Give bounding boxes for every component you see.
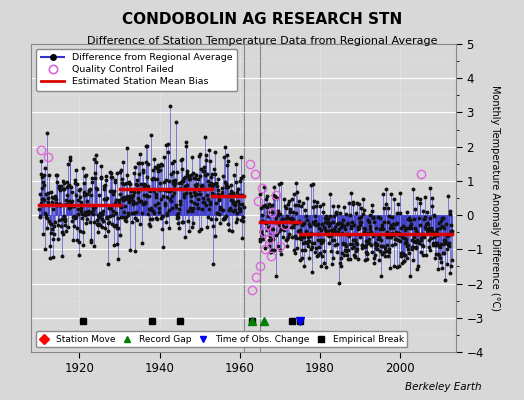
Text: Difference of Station Temperature Data from Regional Average: Difference of Station Temperature Data f… (87, 36, 437, 46)
Text: Berkeley Earth: Berkeley Earth (406, 382, 482, 392)
Y-axis label: Monthly Temperature Anomaly Difference (°C): Monthly Temperature Anomaly Difference (… (490, 85, 500, 311)
Text: CONDOBOLIN AG RESEARCH STN: CONDOBOLIN AG RESEARCH STN (122, 12, 402, 27)
Legend: Station Move, Record Gap, Time of Obs. Change, Empirical Break: Station Move, Record Gap, Time of Obs. C… (36, 331, 407, 348)
